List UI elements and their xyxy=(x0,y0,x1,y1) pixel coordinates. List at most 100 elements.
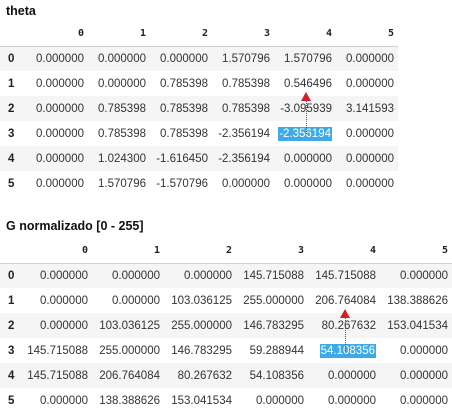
theta-cell: 1.570796 xyxy=(222,52,270,65)
theta-cell: 0.000000 xyxy=(36,77,84,90)
g-cell: 255.000000 xyxy=(99,344,160,357)
theta-cell: 1.570796 xyxy=(284,52,332,65)
theta-body: 0 0.000000 0.000000 0.000000 1.570796 1.57079… xyxy=(0,46,398,196)
theta-highlighted-value: -2.356194 xyxy=(278,126,332,141)
g-cell: 0.000000 xyxy=(40,394,88,407)
theta-cell: 0.785398 xyxy=(222,102,270,115)
theta-row-index: 5 xyxy=(8,177,15,190)
g-cell: 0.000000 xyxy=(40,319,88,332)
g-row-index: 3 xyxy=(8,344,15,357)
table-row: 5 0.000000 138.388626 153.041534 0.000000 0.0… xyxy=(0,388,452,413)
theta-cell: 0.785398 xyxy=(160,102,208,115)
table-row: 0 0.000000 0.000000 0.000000 145.715088 145.7… xyxy=(0,263,452,288)
theta-cell: -2.356194 xyxy=(218,127,270,140)
theta-col-header-2: 2 xyxy=(150,21,212,47)
theta-col-header-4: 4 xyxy=(274,21,336,47)
g-cell: 103.036125 xyxy=(99,319,160,332)
theta-cell: 0.546496 xyxy=(284,77,332,90)
theta-cell: 0.000000 xyxy=(36,152,84,165)
g-cell: 103.036125 xyxy=(171,294,232,307)
g-cell: 80.267632 xyxy=(321,319,376,332)
g-cell: 0.000000 xyxy=(328,369,376,382)
g-col-header-4: 4 xyxy=(308,238,380,264)
theta-row-index: 2 xyxy=(8,102,15,115)
theta-cell: 0.000000 xyxy=(284,177,332,190)
g-row-index: 0 xyxy=(8,269,15,282)
g-col-header-3: 3 xyxy=(236,238,308,264)
g-col-header-5: 5 xyxy=(380,238,452,264)
table-row: 1 0.000000 0.000000 103.036125 255.000000 206… xyxy=(0,288,452,313)
g-cell: 145.715088 xyxy=(315,269,376,282)
g-col-header-1: 1 xyxy=(92,238,164,264)
g-cell: 0.000000 xyxy=(112,269,160,282)
theta-cell: 0.000000 xyxy=(346,77,394,90)
theta-cell: 0.000000 xyxy=(36,52,84,65)
g-arrow-line xyxy=(345,317,346,351)
theta-col-header-0: 0 xyxy=(30,21,88,47)
table-row: 0 0.000000 0.000000 0.000000 1.570796 1.57079… xyxy=(0,46,398,71)
g-cell: 145.715088 xyxy=(243,269,304,282)
theta-arrow-head-icon xyxy=(301,92,311,101)
theta-cell: 0.000000 xyxy=(346,177,394,190)
theta-cell: 0.000000 xyxy=(346,152,394,165)
theta-col-header-1: 1 xyxy=(88,21,150,47)
table-row: 4 0.000000 1.024300 -1.616450 -2.356194 0.000… xyxy=(0,146,398,171)
g-cell: 0.000000 xyxy=(40,294,88,307)
theta-cell: 0.785398 xyxy=(98,127,146,140)
g-col-header-0: 0 xyxy=(22,238,92,264)
theta-cell: 0.785398 xyxy=(222,77,270,90)
g-cell: 54.108356 xyxy=(249,369,304,382)
g-cell: 0.000000 xyxy=(400,344,448,357)
table-row: 3 0.000000 0.785398 0.785398 -2.356194 -2.356… xyxy=(0,121,398,146)
theta-cell: 0.000000 xyxy=(284,152,332,165)
theta-cell: 1.570796 xyxy=(98,177,146,190)
theta-row-index: 4 xyxy=(8,152,15,165)
g-cell: 206.764084 xyxy=(315,294,376,307)
g-cell: 0.000000 xyxy=(328,394,376,407)
theta-cell: 0.000000 xyxy=(36,177,84,190)
g-cell: 0.000000 xyxy=(256,394,304,407)
theta-cell: 0.000000 xyxy=(36,102,84,115)
g-cell: 0.000000 xyxy=(400,269,448,282)
g-row-index: 5 xyxy=(8,394,15,407)
g-cell: 153.041534 xyxy=(171,394,232,407)
theta-arrow-line xyxy=(306,100,307,134)
g-cell: 0.000000 xyxy=(40,269,88,282)
g-normalized-title: G normalizado [0 - 255] xyxy=(6,219,144,233)
g-cell: 138.388626 xyxy=(99,394,160,407)
table-row: 4 145.715088 206.764084 80.267632 54.108356 0… xyxy=(0,363,452,388)
g-row-index: 4 xyxy=(8,369,15,382)
theta-cell: 0.000000 xyxy=(160,52,208,65)
g-cell: 80.267632 xyxy=(177,369,232,382)
g-cell: 145.715088 xyxy=(27,369,88,382)
g-cell: 0.000000 xyxy=(400,369,448,382)
g-cell: 145.715088 xyxy=(27,344,88,357)
g-cell: 0.000000 xyxy=(184,269,232,282)
theta-cell: 3.141593 xyxy=(346,102,394,115)
g-cell: 153.041534 xyxy=(387,319,448,332)
g-col-header-2: 2 xyxy=(164,238,236,264)
table-row: 2 0.000000 103.036125 255.000000 146.783295 8… xyxy=(0,313,452,338)
theta-cell: 0.785398 xyxy=(160,77,208,90)
g-arrow-head-icon xyxy=(340,309,350,318)
theta-cell: 0.000000 xyxy=(98,52,146,65)
g-row-index: 2 xyxy=(8,319,15,332)
g-row-index: 1 xyxy=(8,294,15,307)
theta-cell: -1.616450 xyxy=(156,152,208,165)
theta-cell: -1.570796 xyxy=(156,177,208,190)
g-body: 0 0.000000 0.000000 0.000000 145.715088 145.7… xyxy=(0,263,452,413)
theta-cell: 0.785398 xyxy=(98,102,146,115)
theta-cell: 0.000000 xyxy=(346,52,394,65)
theta-row-index: 1 xyxy=(8,77,15,90)
g-cell: 146.783295 xyxy=(243,319,304,332)
g-cell: 146.783295 xyxy=(171,344,232,357)
g-cell: 0.000000 xyxy=(400,394,448,407)
g-col-header-index xyxy=(0,238,22,264)
g-cell: 255.000000 xyxy=(171,319,232,332)
theta-col-header-5: 5 xyxy=(336,21,398,47)
theta-col-header-index xyxy=(0,21,30,47)
